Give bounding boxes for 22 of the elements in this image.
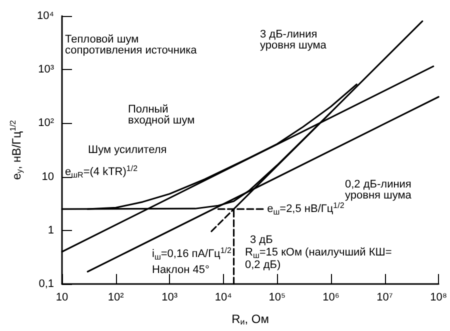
y-tick-label: 10³	[38, 64, 54, 76]
y-tick-label: 1	[48, 224, 54, 236]
annotation: Полный входной шум	[128, 104, 195, 126]
annotation: Тепловой шум сопротивления источника	[65, 34, 198, 56]
y-tick-label: 10	[42, 170, 54, 183]
y-tick-label: 10⁴	[37, 10, 54, 22]
x-tick-label: 10³	[162, 292, 178, 304]
annotation: Наклон 45°	[152, 264, 210, 276]
x-tick-label: 10⁴	[214, 292, 232, 304]
annotation: Шум усилителя	[88, 144, 167, 156]
y-tick-label: 0,1	[38, 278, 54, 290]
x-tick-label: 10⁸	[430, 292, 448, 304]
y-axis-title: eу, нВ/Гц1/2	[8, 120, 24, 180]
x-tick-label: 10⁷	[376, 292, 393, 304]
x-tick-label: 10²	[108, 292, 124, 304]
annotation: 3 дБ	[250, 234, 273, 246]
x-tick-label: 10	[56, 292, 68, 304]
y-tick-label: 10²	[38, 117, 54, 130]
x-tick-label: 10⁶	[322, 292, 340, 304]
annotation: 3 дБ-линия уровня шума	[260, 28, 328, 52]
annotation: 0,2 дБ-линия уровня шума	[345, 178, 412, 202]
x-tick-label: 10⁵	[268, 292, 286, 304]
